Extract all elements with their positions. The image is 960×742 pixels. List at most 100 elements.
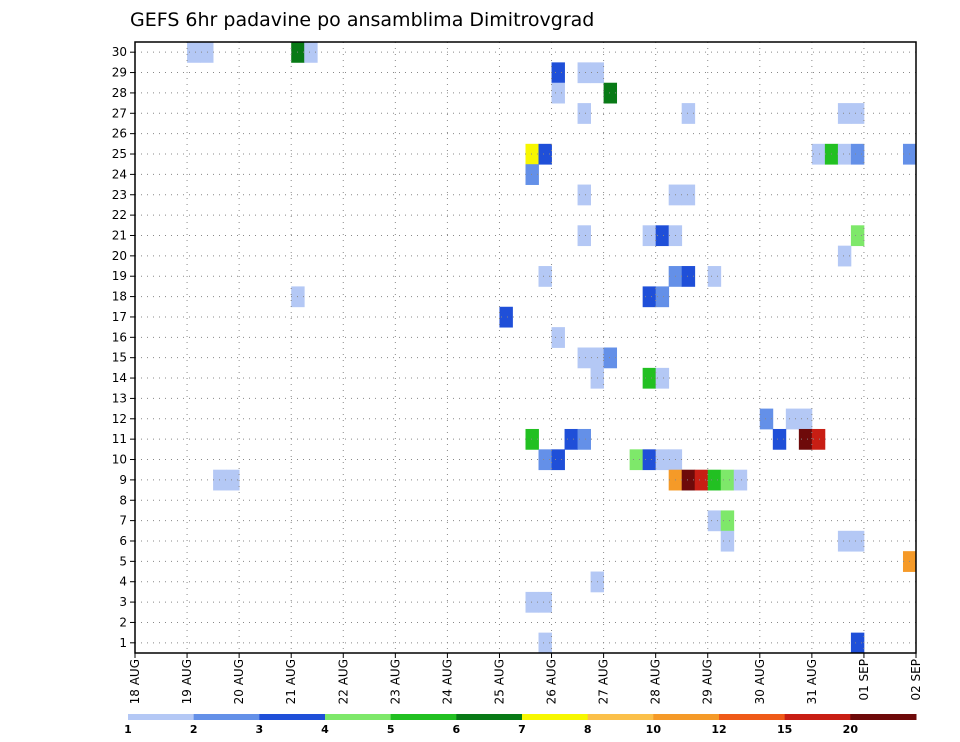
data-cell [304,42,318,63]
data-cell [681,266,696,287]
data-cell [850,632,865,654]
data-cell [785,408,800,430]
legend-swatch [522,714,589,720]
legend-label: 6 [453,723,461,736]
data-cell [837,143,852,165]
data-cell [811,428,826,450]
legend-swatch [719,714,786,720]
data-cell [837,103,852,124]
legend-swatch [784,714,851,720]
y-tick-label: 8 [119,493,127,507]
data-cell [525,164,539,185]
legend-label: 2 [190,723,198,736]
y-tick-label: 7 [119,514,127,528]
y-tick-label: 29 [112,66,127,80]
y-tick-label: 2 [119,615,127,629]
data-cell [577,103,591,124]
data-cell [629,449,644,471]
data-cell [655,367,670,389]
x-tick-label: 30 AUG [753,659,767,704]
legend-label: 10 [646,723,662,736]
y-tick-label: 22 [112,208,127,222]
data-cell [655,449,670,471]
data-cell [577,225,591,247]
data-cell [551,327,565,348]
data-cell [226,469,240,491]
y-tick-label: 18 [112,290,127,304]
x-tick-label: 19 AUG [180,659,194,704]
legend-label: 3 [256,723,264,736]
x-tick-label: 02 SEP [909,659,923,701]
x-tick-label: 18 AUG [128,659,142,704]
data-cell [187,42,201,63]
data-cell [837,530,852,552]
y-tick-label: 3 [119,595,127,609]
legend-label: 5 [387,723,395,736]
data-cell [798,408,813,430]
data-cells [187,42,917,654]
data-cell [850,143,865,165]
data-cell [577,62,591,84]
data-cell [733,469,748,491]
data-cell [551,62,565,84]
data-cell [720,530,735,552]
data-cell [538,632,552,654]
y-tick-label: 28 [112,86,127,100]
data-cell [798,428,813,450]
data-cell [538,449,552,471]
data-cell [850,103,865,124]
data-cell [681,103,696,124]
y-tick-label: 13 [112,391,127,405]
y-tick-label: 26 [112,127,127,141]
y-tick-label: 20 [112,249,127,263]
data-cell [655,225,670,247]
y-tick-label: 17 [112,310,127,324]
data-cell [525,591,539,613]
data-cell [694,469,709,491]
color-legend: 1 2 3 4 5 6 7 8 10 12 15 20 [124,714,917,736]
x-tick-label: 24 AUG [440,659,454,704]
legend-swatch [456,714,523,720]
plot-frame [134,41,917,654]
data-cell [837,245,852,267]
x-axis: 18 AUG 19 AUG 20 AUG 21 AUG 22 AUG 23 AUG 24 A… [128,653,923,704]
y-tick-label: 21 [112,228,127,242]
x-tick-label: 23 AUG [388,659,402,704]
x-tick-label: 28 AUG [649,659,663,704]
data-cell [200,42,214,63]
data-cell [538,591,552,613]
x-tick-label: 20 AUG [232,659,246,704]
data-cell [577,428,591,450]
y-tick-label: 15 [112,351,127,365]
x-tick-label: 22 AUG [336,659,350,704]
data-cell [642,286,657,308]
data-cell [772,428,787,450]
legend-label: 1 [124,723,132,736]
y-tick-label: 30 [112,45,127,59]
data-cell [642,225,657,247]
y-tick-label: 4 [119,575,127,589]
legend-label: 15 [777,723,792,736]
data-cell [577,184,591,206]
y-tick-label: 25 [112,147,127,161]
legend-label: 7 [518,723,526,736]
legend-swatch [193,714,260,720]
data-cell [707,266,722,287]
legend-label: 20 [843,723,859,736]
data-cell [577,347,591,369]
y-tick-label: 16 [112,330,127,344]
y-tick-label: 6 [119,534,127,548]
y-tick-label: 27 [112,106,127,120]
data-cell [603,82,618,104]
legend-label: 8 [584,723,592,736]
y-tick-label: 1 [119,636,127,650]
x-tick-label: 31 AUG [805,659,819,704]
y-tick-label: 5 [119,554,127,568]
data-cell [707,469,722,491]
y-axis: 1234567891011121314151617181920212223242… [112,45,135,650]
data-cell [499,306,513,328]
x-tick-label: 27 AUG [597,659,611,704]
data-cell [811,143,826,165]
data-cell [850,530,865,552]
y-tick-label: 12 [112,412,127,426]
